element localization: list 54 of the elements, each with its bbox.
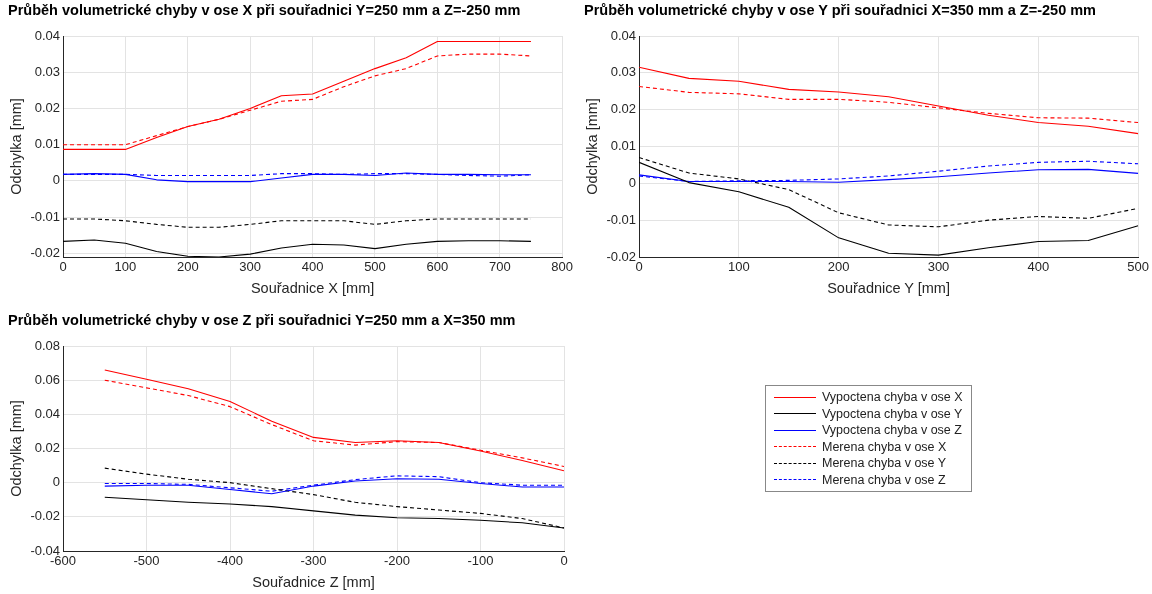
x-tick-label: 100 [728, 259, 750, 275]
y-tick-label: 0.03 [610, 64, 637, 80]
legend-label: Merena chyba v ose X [822, 439, 947, 454]
y-tick-label: -0.01 [30, 208, 61, 224]
x-tick-label: -100 [467, 553, 494, 569]
y-tick-label: 0.03 [34, 63, 61, 79]
chart-title: Průběh volumetrické chyby v ose Z při souřadnici Y=250 mm a X=350 mm [8, 312, 516, 328]
y-tick-label: 0.02 [610, 101, 637, 117]
y-tick-label: 0.02 [34, 440, 61, 456]
y-tick-label: 0.04 [34, 405, 61, 421]
y-tick-label: 0.06 [34, 371, 61, 387]
x-tick-label: 600 [426, 259, 449, 275]
y-tick-label: -0.02 [30, 508, 61, 524]
legend-label: Merena chyba v ose Z [822, 472, 946, 487]
legend-label: Vypoctena chyba v ose X [822, 390, 963, 405]
y-tick-label: -0.02 [30, 244, 61, 260]
legend-label: Vypoctena chyba v ose Z [822, 423, 962, 438]
x-tick-label: -300 [300, 553, 327, 569]
y-tick-label: 0 [52, 172, 61, 188]
y-tick-label: 0.08 [34, 337, 61, 353]
x-tick-label: 300 [239, 259, 262, 275]
y-axis-title: Odchylka [mm] [583, 98, 600, 195]
y-axis-title: Odchylka [mm] [7, 400, 24, 497]
y-tick-label: -0.02 [606, 248, 637, 264]
y-tick-label: -0.01 [606, 211, 637, 227]
y-tick-label: 0.04 [34, 27, 61, 43]
x-tick-label: 400 [1027, 259, 1050, 275]
x-tick-label: 400 [301, 259, 324, 275]
x-tick-label: 0 [560, 553, 568, 569]
x-tick-label: 200 [827, 259, 850, 275]
x-tick-label: 200 [176, 259, 199, 275]
x-tick-label: 700 [488, 259, 511, 275]
x-tick-label: 500 [1127, 259, 1150, 275]
x-tick-label: -200 [383, 553, 411, 569]
x-tick-label: 300 [927, 259, 950, 275]
y-tick-label: 0.01 [610, 138, 637, 154]
y-tick-label: 0 [628, 174, 637, 190]
y-tick-label: 0 [52, 474, 61, 490]
y-axis-title: Odchylka [mm] [7, 98, 24, 195]
y-tick-label: 0.02 [34, 100, 61, 116]
legend-label: Merena chyba v ose Y [822, 456, 947, 471]
y-tick-label: 0.04 [610, 27, 637, 43]
x-axis-title: Souřadnice Z [mm] [252, 574, 375, 591]
x-tick-label: -400 [217, 553, 244, 569]
x-tick-label: 500 [364, 259, 386, 275]
chart-title: Průběh volumetrické chyby v ose X při souřadnici Y=250 mm a Z=-250 mm [8, 2, 521, 18]
chart-title: Průběh volumetrické chyby v ose Y při souřadnici X=350 mm a Z=-250 mm [584, 2, 1097, 18]
x-tick-label: 800 [551, 259, 574, 275]
y-tick-label: 0.01 [34, 136, 61, 152]
x-axis-title: Souřadnice Y [mm] [827, 280, 950, 297]
legend-label: Vypoctena chyba v ose Y [822, 406, 963, 421]
x-tick-label: -500 [133, 553, 160, 569]
x-tick-label: 100 [114, 259, 137, 275]
x-axis-title: Souřadnice X [mm] [250, 280, 375, 297]
